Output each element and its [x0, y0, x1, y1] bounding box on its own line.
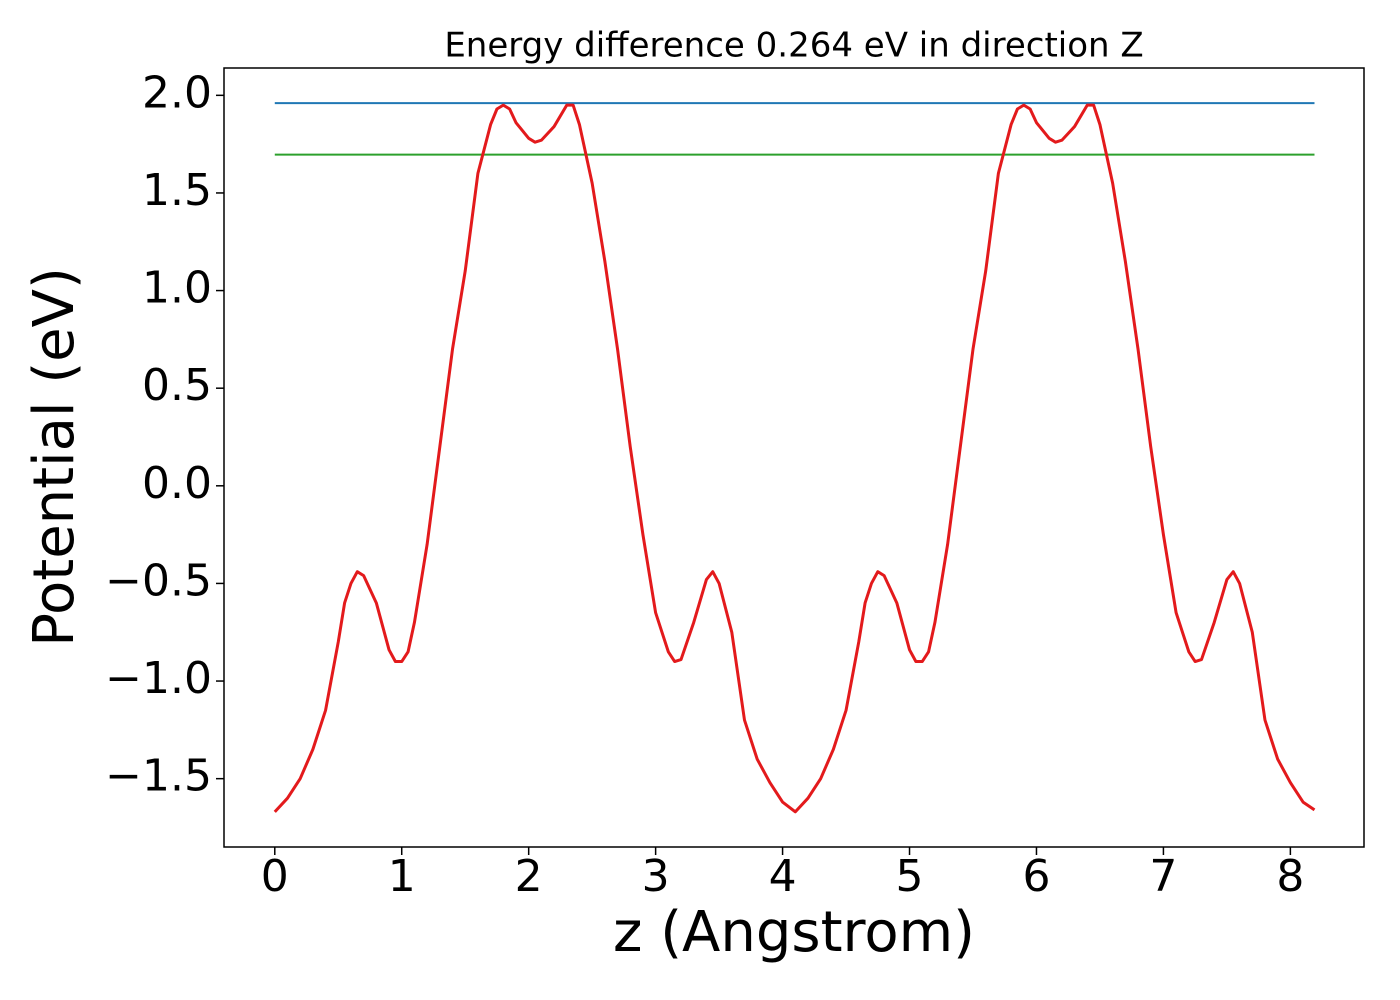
x-tick-label: 0: [261, 851, 289, 902]
x-tick-label: 2: [515, 851, 543, 902]
y-tick-label: −0.5: [105, 555, 212, 606]
x-tick-label: 5: [896, 851, 924, 902]
x-tick-label: 4: [769, 851, 797, 902]
y-axis-label: Potential (eV): [22, 267, 87, 647]
y-tick-label: 0.5: [142, 360, 212, 411]
x-tick-label: 3: [642, 851, 670, 902]
chart-title: Energy difference 0.264 eV in direction …: [444, 26, 1143, 66]
x-tick-label: 1: [388, 851, 416, 902]
x-tick-label: 6: [1022, 851, 1050, 902]
x-axis-label: z (Angstrom): [613, 900, 975, 965]
y-tick-label: −1.0: [105, 653, 212, 704]
y-tick-label: 0.0: [142, 458, 212, 509]
plot-frame: [223, 67, 1365, 848]
x-tick-label: 8: [1276, 851, 1304, 902]
series-line: [273, 103, 1316, 814]
y-tick-label: 1.0: [142, 263, 212, 314]
y-tick-label: 2.0: [142, 67, 212, 118]
y-tick-label: −1.5: [105, 751, 212, 802]
y-tick-label: 1.5: [142, 165, 212, 216]
x-tick-label: 7: [1149, 851, 1177, 902]
